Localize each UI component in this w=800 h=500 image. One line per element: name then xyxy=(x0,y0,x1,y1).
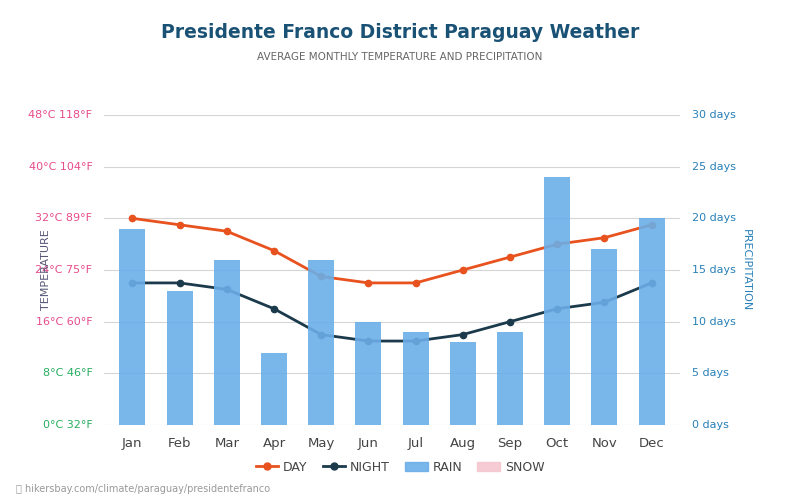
Bar xyxy=(119,228,146,425)
Text: 8°C 46°F: 8°C 46°F xyxy=(42,368,93,378)
Text: Presidente Franco District Paraguay Weather: Presidente Franco District Paraguay Weat… xyxy=(161,22,639,42)
Text: TEMPERATURE: TEMPERATURE xyxy=(42,230,51,310)
Bar xyxy=(166,290,193,425)
Text: 32°C 89°F: 32°C 89°F xyxy=(35,214,93,224)
Bar xyxy=(355,322,382,425)
Text: 40°C 104°F: 40°C 104°F xyxy=(29,162,93,172)
Text: 25 days: 25 days xyxy=(691,162,735,172)
Text: 20 days: 20 days xyxy=(691,214,735,224)
Bar xyxy=(308,260,334,425)
Text: 0 days: 0 days xyxy=(691,420,728,430)
Bar xyxy=(497,332,523,425)
Text: 30 days: 30 days xyxy=(691,110,735,120)
Bar xyxy=(638,218,665,425)
Bar xyxy=(450,342,476,425)
Text: PRECIPITATION: PRECIPITATION xyxy=(742,229,751,311)
Legend: DAY, NIGHT, RAIN, SNOW: DAY, NIGHT, RAIN, SNOW xyxy=(250,456,550,479)
Text: 5 days: 5 days xyxy=(691,368,728,378)
Bar xyxy=(544,177,570,425)
Text: AVERAGE MONTHLY TEMPERATURE AND PRECIPITATION: AVERAGE MONTHLY TEMPERATURE AND PRECIPIT… xyxy=(258,52,542,62)
Text: 0°C 32°F: 0°C 32°F xyxy=(42,420,93,430)
Bar xyxy=(261,352,287,425)
Text: 15 days: 15 days xyxy=(691,265,735,275)
Text: 📍 hikersbay.com/climate/paraguay/presidentefranco: 📍 hikersbay.com/climate/paraguay/preside… xyxy=(16,484,270,494)
Bar xyxy=(214,260,240,425)
Text: 24°C 75°F: 24°C 75°F xyxy=(35,265,93,275)
Text: 10 days: 10 days xyxy=(691,316,735,326)
Bar xyxy=(402,332,429,425)
Text: 16°C 60°F: 16°C 60°F xyxy=(36,316,93,326)
Text: 48°C 118°F: 48°C 118°F xyxy=(29,110,93,120)
Bar xyxy=(591,250,618,425)
